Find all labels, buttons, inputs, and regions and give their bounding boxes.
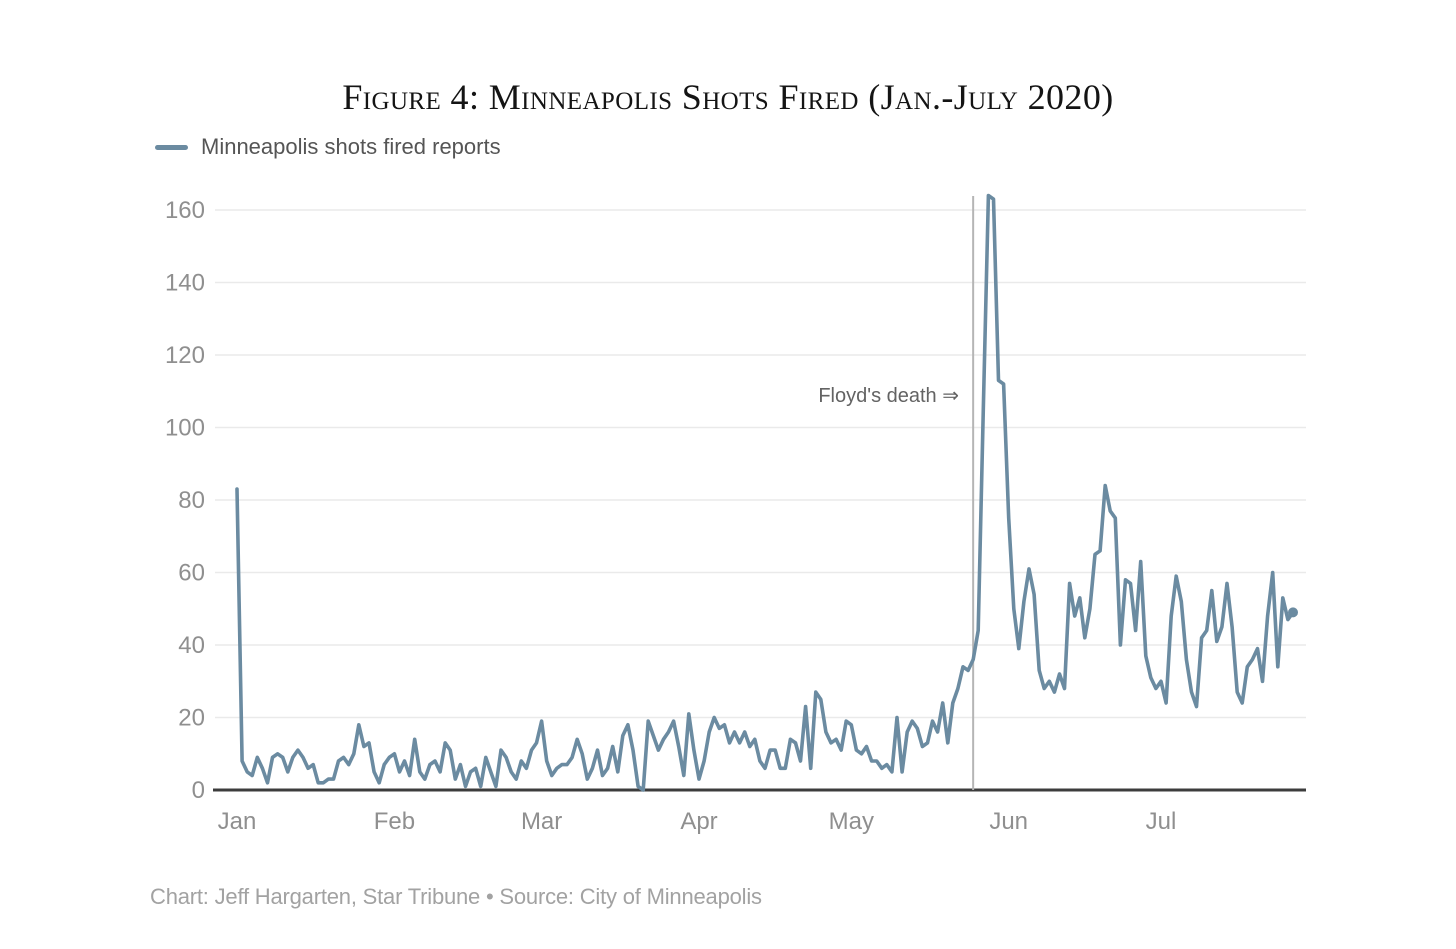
x-tick-label-Jun: Jun (989, 808, 1028, 835)
line-end-dot (1288, 607, 1298, 618)
x-tick-label-May: May (829, 808, 874, 835)
credit-line: Chart: Jeff Hargarten, Star Tribune • So… (150, 884, 762, 909)
x-tick-label-Jan: Jan (218, 808, 257, 835)
floyd-death-annotation: Floyd's death ⇒ (818, 385, 959, 407)
x-tick-label-Jul: Jul (1146, 808, 1177, 835)
y-tick-label-100: 100 (165, 415, 205, 442)
x-tick-label-Mar: Mar (521, 808, 562, 835)
y-tick-label-60: 60 (178, 560, 205, 587)
legend-line-swatch (155, 144, 188, 150)
y-tick-label-20: 20 (178, 705, 205, 732)
shots-fired-line (235, 193, 1295, 792)
legend: Minneapolis shots fired reports (155, 134, 501, 160)
x-tick-label-Apr: Apr (680, 808, 717, 835)
y-tick-label-0: 0 (192, 777, 205, 804)
y-tick-label-140: 140 (165, 270, 205, 297)
y-tick-label-160: 160 (165, 197, 205, 224)
x-tick-label-Feb: Feb (374, 808, 415, 835)
y-tick-label-120: 120 (165, 342, 205, 369)
figure-title: Figure 4: Minneapolis Shots Fired (Jan.-… (342, 77, 1114, 117)
y-tick-label-40: 40 (178, 632, 205, 659)
y-tick-label-80: 80 (178, 487, 205, 514)
legend-label: Minneapolis shots fired reports (201, 134, 501, 159)
